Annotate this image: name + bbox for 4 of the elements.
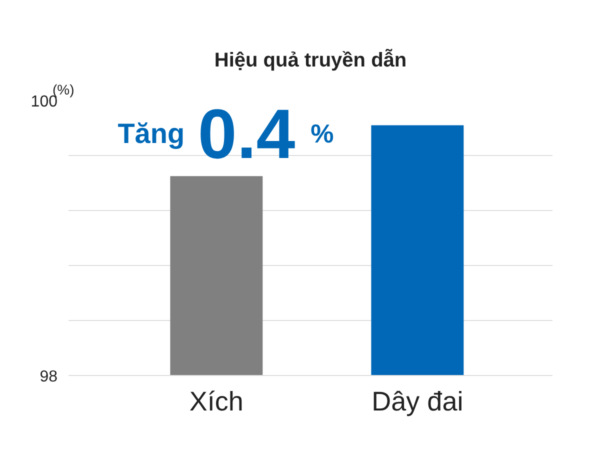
y-tick-label: 98: [40, 368, 58, 386]
x-tick-label: Dây đai: [372, 386, 464, 416]
x-tick-label: Xích: [189, 386, 244, 416]
chart-title: Hiệu quả truyền dẫn: [214, 48, 407, 72]
